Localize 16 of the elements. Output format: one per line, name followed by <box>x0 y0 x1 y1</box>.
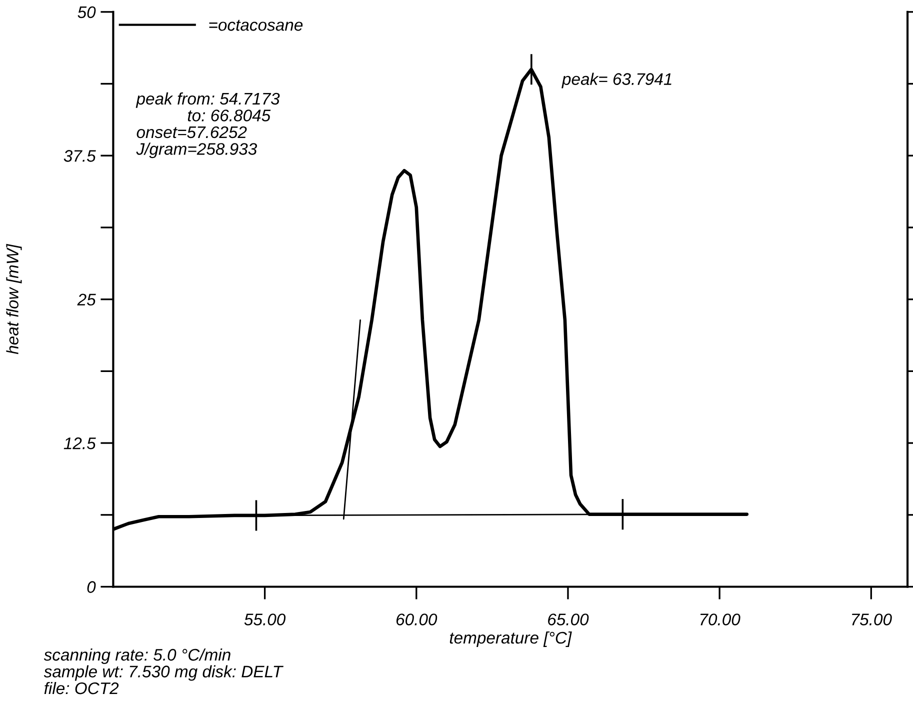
x-axis-title: temperature [°C] <box>450 631 572 647</box>
y-tick-label: 25 <box>77 294 96 306</box>
y-tick-label: 50 <box>78 6 96 18</box>
annotation: peak= 63.7941 <box>562 72 672 88</box>
y-axis-title: heat flow [mW] <box>6 244 22 354</box>
x-tick-label: 60.00 <box>396 614 438 626</box>
text: scanning rate: 5.0 °C/min sample wt: 7.530 mg disk: DELT file: OCT2 <box>44 648 284 694</box>
y-tick-label: 12.5 <box>64 437 96 450</box>
legend-label: =octacosane <box>209 20 303 31</box>
y-tick-label: 37.5 <box>64 150 96 162</box>
x-tick-label: 55.00 <box>244 614 286 626</box>
x-tick-label: 65.00 <box>548 614 589 626</box>
annotation: peak from: 54.7173 to: 66.8045 onset=57.6252 J/gram=258.933 <box>136 92 280 158</box>
x-tick-label: 75.00 <box>852 614 892 626</box>
y-tick-label: 0 <box>87 581 96 593</box>
x-tick-label: 70.00 <box>700 614 740 626</box>
